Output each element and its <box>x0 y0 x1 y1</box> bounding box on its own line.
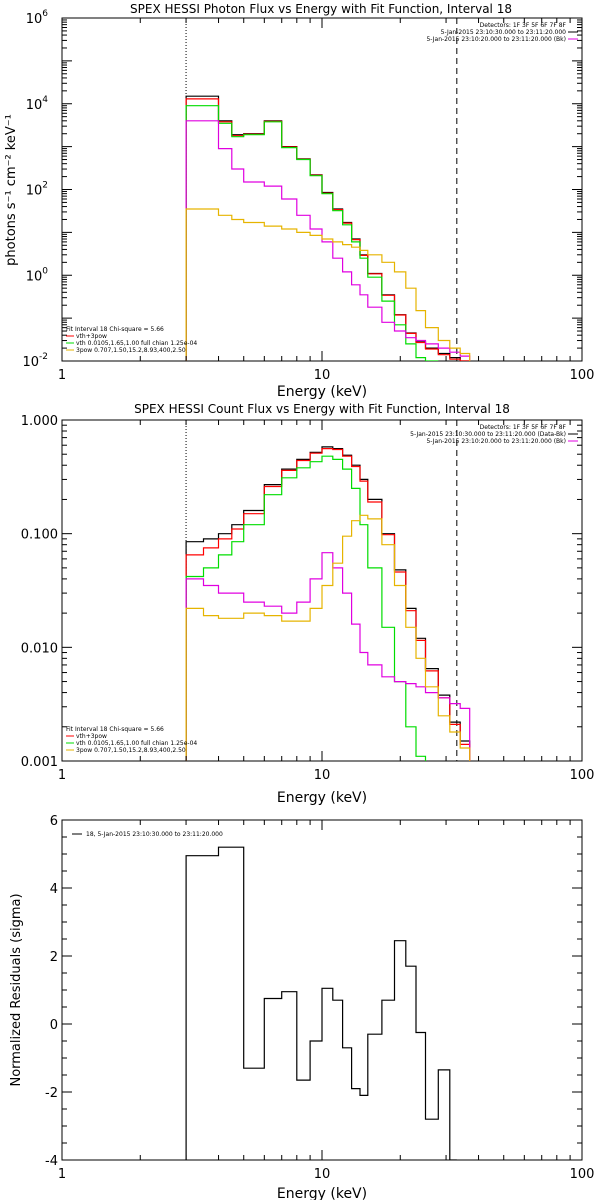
count-flux-marks <box>185 420 471 761</box>
residuals-x-tick-label: 1 <box>58 1167 66 1182</box>
photon-flux-legend-fit-text: Fit Interval 18 Chi-square = 5.66 <box>66 326 164 333</box>
count-flux-y-tick-label: 0.001 <box>21 755 58 770</box>
photon-flux-y-tick-label: 102 <box>26 181 48 199</box>
count-flux-x-tick-label: 1 <box>58 768 66 783</box>
count-flux-legend-fit-text: vth+3pow <box>76 733 107 740</box>
residuals-panel: 1 10 100 6 4 2 0 -2 -4 Energy (keV) Normalized R… <box>9 814 594 1200</box>
photon-flux-y-tick-base: 10 <box>26 184 43 199</box>
residuals-y-tick-label: 2 <box>50 950 58 965</box>
photon-flux-y-tick-base: 10 <box>26 98 43 113</box>
photon-flux-y-tick-exponent: 0 <box>42 266 48 276</box>
count-flux-xlabel: Energy (keV) <box>277 790 367 806</box>
count-flux-series-3 <box>185 552 471 761</box>
residuals-x-tick-label: 100 <box>570 1167 595 1182</box>
photon-flux-legend-info-text: 5-Jan-2015 23:10:30.000 to 23:11:20.000 <box>441 29 567 36</box>
count-flux-legend-fit: Fit Interval 18 Chi-square = 5.66vth+3po… <box>66 726 197 754</box>
photon-flux-plot-area <box>185 18 471 361</box>
count-flux-x-tick-label: 10 <box>314 768 331 783</box>
count-flux-legend-info-text: 5-Jan-2015 23:10:20.000 to 23:11:20.000 … <box>426 438 566 445</box>
count-flux-series-2 <box>185 455 427 761</box>
photon-flux-series-4 <box>185 208 471 361</box>
photon-flux-y-tick-label: 104 <box>26 95 49 113</box>
count-flux-series-4 <box>185 514 471 761</box>
photon-flux-y-tick-exponent: 6 <box>42 9 48 19</box>
residuals-legend-info: 18, 5-Jan-2015 23:10:30.000 to 23:11:20.… <box>72 831 223 838</box>
count-flux-legend-fit-text: vth 0.0105,1.65,1.00 full chian 1.25e-04 <box>76 740 197 747</box>
photon-flux-legend-fit-text: 3pow 0.707,1.50,15.2,8.93,400,2.50 <box>76 347 186 354</box>
photon-flux-marks <box>185 18 471 361</box>
photon-flux-y-tick-base: 10 <box>26 12 43 27</box>
photon-flux-ylabel: photons s⁻¹ cm⁻² keV⁻¹ <box>4 114 19 266</box>
count-flux-series-0 <box>185 446 471 761</box>
residuals-ylabel: Normalized Residuals (sigma) <box>9 893 24 1086</box>
photon-flux-x-tick-label: 10 <box>314 368 331 383</box>
photon-flux-y-tick-base: 10 <box>26 269 43 284</box>
count-flux-x-tick-label: 100 <box>570 768 595 783</box>
residuals-plot-area <box>185 846 457 1160</box>
count-flux-y-tick-label: 1.000 <box>21 414 58 429</box>
photon-flux-legend-fit-text: vth 0.0105,1.65,1.00 full chian 1.25e-04 <box>76 340 197 347</box>
photon-flux-y-tick-exponent: -2 <box>39 352 48 362</box>
photon-flux-y-tick-label: 10-2 <box>22 352 48 370</box>
count-flux-title: SPEX HESSI Count Flux vs Energy with Fit… <box>134 402 510 416</box>
residuals-xlabel: Energy (keV) <box>277 1186 367 1200</box>
count-flux-series-1 <box>185 448 471 761</box>
photon-flux-legend-fit: Fit Interval 18 Chi-square = 5.66vth+3po… <box>66 326 197 354</box>
residuals-x-tick-label: 10 <box>314 1167 331 1182</box>
count-flux-legend-info-text: 5-Jan-2015 23:10:30.000 to 23:11:20.000 … <box>410 431 566 438</box>
photon-flux-panel: SPEX HESSI Photon Flux vs Energy with Fi… <box>4 2 594 400</box>
photon-flux-y-tick-exponent: 2 <box>42 181 48 191</box>
photon-flux-legend-info: Detectors: 1F 3F 5F 6F 7F 8F5-Jan-2015 2… <box>426 22 578 43</box>
photon-flux-series-0 <box>185 95 470 361</box>
count-flux-y-tick-label: 0.100 <box>21 528 58 543</box>
count-flux-ticks: 1 10 100 1.000 0.100 0.010 0.001 <box>21 414 595 783</box>
photon-flux-legend-info-text: Detectors: 1F 3F 5F 6F 7F 8F <box>480 22 567 29</box>
photon-flux-y-tick-label: 100 <box>26 266 49 284</box>
photon-flux-x-tick-label: 100 <box>570 368 595 383</box>
photon-flux-y-tick-exponent: 4 <box>42 95 48 105</box>
photon-flux-series-3 <box>185 120 471 361</box>
residuals-y-tick-label: -4 <box>45 1154 58 1169</box>
residuals-series-0 <box>185 846 457 1160</box>
photon-flux-y-tick-label: 106 <box>26 9 49 27</box>
residuals-legend-text: 18, 5-Jan-2015 23:10:30.000 to 23:11:20.… <box>86 831 223 838</box>
residuals-ticks: 1 10 100 6 4 2 0 -2 -4 <box>45 814 594 1182</box>
photon-flux-xlabel: Energy (keV) <box>277 384 367 400</box>
photon-flux-series-1 <box>185 98 470 361</box>
count-flux-plot-area <box>185 420 471 761</box>
count-flux-legend-info: Detectors: 1F 3F 5F 6F 7F 8F5-Jan-2015 2… <box>410 424 578 445</box>
count-flux-legend-fit-text: Fit Interval 18 Chi-square = 5.66 <box>66 726 164 733</box>
photon-flux-y-tick-base: 10 <box>22 355 39 370</box>
photon-flux-legend-info-text: 5-Jan-2015 23:10:20.000 to 23:11:20.000 … <box>426 36 566 43</box>
photon-flux-x-tick-label: 1 <box>58 368 66 383</box>
count-flux-y-tick-label: 0.010 <box>21 641 58 656</box>
count-flux-legend-fit-text: 3pow 0.707,1.50,15.2,8.93,400,2.50 <box>76 747 186 754</box>
photon-flux-title: SPEX HESSI Photon Flux vs Energy with Fi… <box>130 2 512 16</box>
residuals-y-tick-label: 0 <box>50 1018 58 1033</box>
count-flux-legend-info-text: Detectors: 1F 3F 5F 6F 7F 8F <box>480 424 567 431</box>
count-flux-panel: SPEX HESSI Count Flux vs Energy with Fit… <box>21 402 595 806</box>
residuals-y-tick-label: -2 <box>45 1086 58 1101</box>
residuals-y-tick-label: 6 <box>50 814 58 829</box>
photon-flux-series-2 <box>185 105 439 361</box>
residuals-marks <box>185 846 457 1160</box>
residuals-y-tick-label: 4 <box>50 882 58 897</box>
photon-flux-legend-fit-text: vth+3pow <box>76 333 107 340</box>
